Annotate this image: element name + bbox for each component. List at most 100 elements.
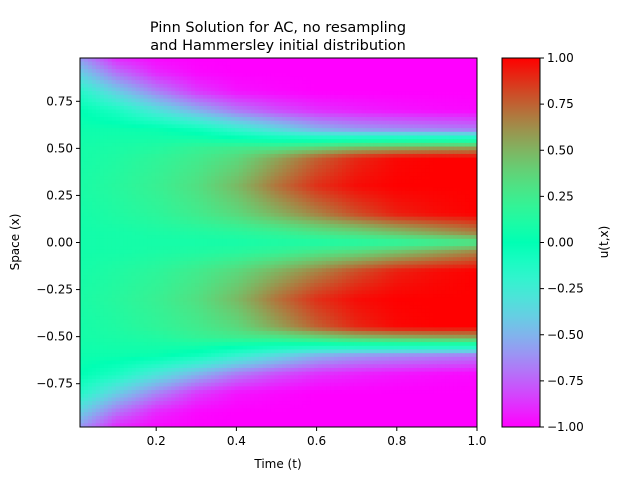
- heatmap-cell: [123, 168, 129, 173]
- heatmap-cell: [167, 150, 172, 155]
- heatmap-cell: [334, 212, 339, 218]
- heatmap-cell: [274, 224, 280, 229]
- heatmap-cell: [131, 212, 137, 218]
- heatmap-cell: [207, 83, 212, 89]
- heatmap-cell: [167, 168, 172, 173]
- heatmap-cell: [131, 135, 137, 140]
- heatmap-cell: [306, 124, 311, 129]
- heatmap-cell: [401, 165, 407, 170]
- heatmap-cell: [302, 142, 307, 148]
- heatmap-cell: [270, 231, 276, 236]
- heatmap-cell: [147, 231, 153, 236]
- heatmap-cell: [445, 69, 450, 74]
- heatmap-cell: [103, 165, 109, 170]
- heatmap-cell: [425, 205, 430, 210]
- heatmap-cell: [179, 227, 184, 233]
- heatmap-cell: [389, 235, 395, 240]
- heatmap-cell: [191, 94, 196, 100]
- heatmap-cell: [83, 161, 89, 166]
- heatmap-cell: [345, 231, 351, 236]
- heatmap-cell: [334, 117, 339, 122]
- heatmap-cell: [218, 172, 224, 177]
- heatmap-cell: [238, 146, 244, 151]
- heatmap-cell: [119, 65, 125, 70]
- heatmap-cell: [274, 94, 280, 100]
- heatmap-cell: [278, 165, 284, 170]
- heatmap-cell: [207, 168, 212, 173]
- heatmap-cell: [135, 139, 141, 144]
- heatmap-cell: [310, 187, 315, 192]
- heatmap-cell: [353, 224, 359, 229]
- heatmap-cell: [413, 150, 419, 155]
- heatmap-cell: [203, 142, 208, 148]
- heatmap-cell: [361, 165, 367, 170]
- heatmap-cell: [91, 58, 97, 63]
- heatmap-cell: [457, 120, 462, 126]
- heatmap-cell: [266, 58, 272, 63]
- heatmap-cell: [441, 128, 446, 133]
- heatmap-cell: [290, 135, 295, 140]
- heatmap-cell: [234, 117, 240, 122]
- heatmap-cell: [314, 120, 319, 126]
- heatmap-cell: [266, 153, 272, 159]
- heatmap-cell: [385, 183, 391, 188]
- heatmap-cell: [369, 179, 375, 185]
- heatmap-cell: [175, 76, 180, 81]
- heatmap-cell: [441, 80, 446, 85]
- heatmap-cell: [207, 224, 212, 229]
- heatmap-cell: [437, 161, 442, 166]
- heatmap-cell: [222, 238, 228, 244]
- heatmap-cell: [334, 176, 339, 181]
- heatmap-cell: [211, 209, 216, 214]
- heatmap-cell: [234, 235, 240, 240]
- heatmap-cell: [449, 161, 454, 166]
- heatmap-cell: [139, 235, 145, 240]
- heatmap-cell: [123, 128, 129, 133]
- heatmap-cell: [361, 187, 367, 192]
- heatmap-cell: [167, 91, 172, 96]
- heatmap-cell: [318, 146, 323, 151]
- heatmap-cell: [318, 69, 323, 74]
- heatmap-cell: [179, 80, 184, 85]
- heatmap-cell: [195, 76, 200, 81]
- heatmap-cell: [226, 150, 232, 155]
- heatmap-cell: [361, 153, 367, 159]
- heatmap-cell: [258, 227, 264, 233]
- heatmap-cell: [250, 235, 256, 240]
- heatmap-cell: [413, 212, 419, 218]
- heatmap-cell: [421, 98, 426, 103]
- heatmap-cell: [429, 187, 434, 192]
- heatmap-cell: [214, 146, 220, 151]
- heatmap-cell: [425, 124, 430, 129]
- heatmap-cell: [365, 146, 371, 151]
- heatmap-cell: [103, 231, 109, 236]
- heatmap-cell: [306, 190, 311, 196]
- heatmap-cell: [326, 224, 331, 229]
- heatmap-cell: [175, 131, 180, 137]
- heatmap-cell: [453, 91, 458, 96]
- heatmap-cell: [191, 135, 196, 140]
- heatmap-cell: [282, 153, 288, 159]
- heatmap-cell: [131, 198, 137, 203]
- heatmap-cell: [413, 165, 419, 170]
- heatmap-cell: [175, 128, 180, 133]
- heatmap-cell: [330, 150, 335, 155]
- heatmap-cell: [465, 98, 470, 103]
- heatmap-cell: [258, 231, 264, 236]
- heatmap-cell: [147, 220, 153, 225]
- heatmap-cell: [453, 117, 458, 122]
- heatmap-cell: [155, 216, 160, 221]
- heatmap-cell: [465, 109, 470, 114]
- heatmap-cell: [405, 94, 411, 100]
- heatmap-cell: [413, 61, 419, 66]
- heatmap-cell: [409, 205, 415, 210]
- heatmap-cell: [349, 120, 355, 126]
- heatmap-cell: [429, 72, 434, 78]
- heatmap-cell: [211, 187, 216, 192]
- heatmap-cell: [115, 194, 121, 199]
- heatmap-cell: [373, 83, 379, 89]
- heatmap-cell: [330, 87, 335, 92]
- heatmap-cell: [99, 194, 105, 199]
- heatmap-cell: [357, 194, 363, 199]
- heatmap-cell: [397, 165, 403, 170]
